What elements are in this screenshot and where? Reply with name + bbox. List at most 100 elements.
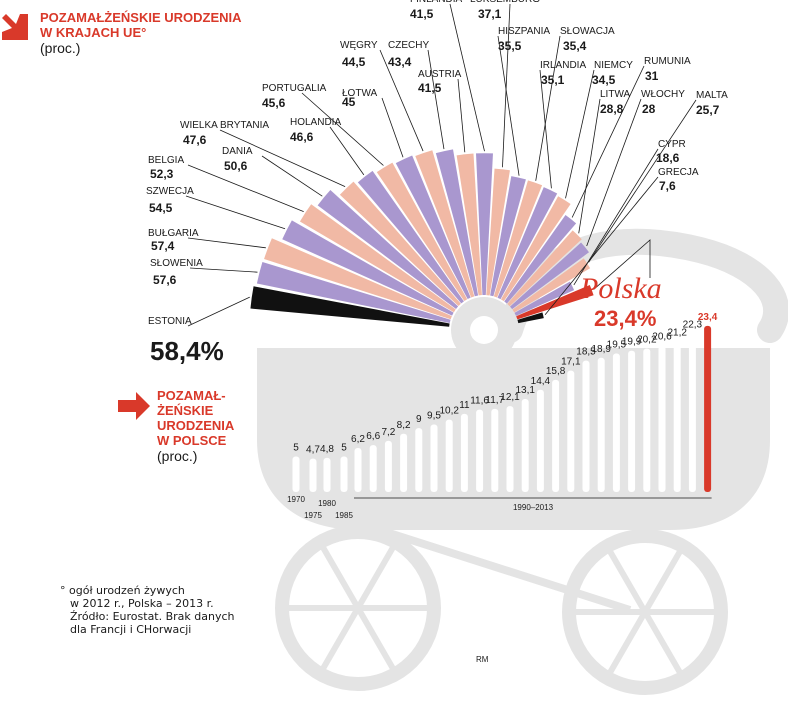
year-value: 6,6 xyxy=(366,431,380,442)
fan-leader-line xyxy=(571,65,645,218)
fan-bar xyxy=(504,215,577,304)
country-label: HISZPANIA xyxy=(498,26,550,37)
fan-leader-line xyxy=(187,237,266,249)
fan-leader-line xyxy=(427,49,445,150)
year-bar xyxy=(491,408,499,492)
carriage-wheel-spoke xyxy=(319,606,361,672)
fan-leader-line xyxy=(588,99,697,263)
year-label: 1980 xyxy=(318,499,336,508)
country-value: 18,6 xyxy=(656,151,680,165)
country-value: 34,5 xyxy=(592,73,616,87)
fan-bar xyxy=(256,261,451,323)
pl-header-line4: W POLSCE xyxy=(157,433,227,448)
fan-leader-line xyxy=(565,69,595,199)
fan-bar xyxy=(357,170,464,304)
fan-leader-line xyxy=(457,78,466,153)
fan-leader-line xyxy=(578,98,601,234)
country-value: 46,6 xyxy=(290,130,314,144)
fan-leader-line xyxy=(502,3,511,168)
year-value: 8,2 xyxy=(397,420,411,431)
fan-bar xyxy=(493,180,543,298)
year-value: 19,9 xyxy=(622,337,642,348)
carriage-wheel-spoke xyxy=(642,610,684,676)
country-label: DANIA xyxy=(222,146,253,157)
fan-bar xyxy=(507,230,582,307)
year-value: 4,7 xyxy=(306,445,320,456)
country-value: 35,4 xyxy=(563,39,587,53)
period-label: 1990–2013 xyxy=(513,503,554,512)
year-bar xyxy=(536,389,544,492)
fan-bar xyxy=(476,153,493,296)
year-bar xyxy=(354,447,362,492)
carriage-wheel xyxy=(562,529,728,695)
country-value: 43,4 xyxy=(388,55,412,69)
fan-leader-line xyxy=(381,97,404,158)
country-value: 35,5 xyxy=(498,39,522,53)
year-value: 20,2 xyxy=(637,335,657,346)
country-value: 58,4% xyxy=(150,336,224,366)
fan-bar xyxy=(264,238,452,320)
fan-leader-line xyxy=(219,129,346,187)
year-bar xyxy=(369,445,377,492)
fan-leader-line xyxy=(586,98,642,247)
arrow-icon xyxy=(118,392,150,420)
country-value: 50,6 xyxy=(224,159,248,173)
country-value: 45,6 xyxy=(262,96,286,110)
country-value: 52,3 xyxy=(150,167,174,181)
fan-bar xyxy=(395,155,471,300)
year-bar xyxy=(521,398,529,492)
country-value: 44,5 xyxy=(342,55,366,69)
fan-bar xyxy=(339,181,461,307)
carriage-wheel-spoke xyxy=(355,544,397,610)
year-bar xyxy=(292,456,300,492)
country-label: MALTA xyxy=(696,90,728,101)
country-value: 41,5 xyxy=(418,81,442,95)
year-bar xyxy=(476,409,484,492)
eu-header-line1: POZAMAŁŻEŃSKIE URODZENIA xyxy=(40,10,242,25)
country-label: NIEMCY xyxy=(594,60,633,71)
fan-bar xyxy=(435,149,479,297)
country-label: SZWECJA xyxy=(146,186,194,197)
author-credit: RM xyxy=(476,655,489,664)
year-bar xyxy=(400,433,408,492)
country-value: 47,6 xyxy=(183,133,207,147)
country-label: SŁOWENIA xyxy=(150,258,203,269)
fan-leader-line xyxy=(329,126,365,176)
year-bar xyxy=(643,348,651,492)
year-value: 5 xyxy=(293,443,299,454)
footnote-line: Źródło: Eurostat. Brak danych xyxy=(70,610,235,623)
year-bar xyxy=(323,457,331,492)
eu-header-unit: (proc.) xyxy=(40,40,81,56)
country-label: SŁOWACJA xyxy=(560,26,615,37)
fan-leader-line xyxy=(261,155,323,197)
year-value: 10,2 xyxy=(439,406,459,417)
year-bar xyxy=(658,345,666,492)
country-label: BUŁGARIA xyxy=(148,228,199,239)
fan-leader-line xyxy=(379,49,424,152)
fan-leader-line xyxy=(187,164,304,213)
year-bar xyxy=(506,406,514,492)
year-label: 1970 xyxy=(287,495,305,504)
year-value: 18,9 xyxy=(591,344,611,355)
footnote-line: dla Francji i CHorwacji xyxy=(70,623,192,636)
year-value: 9,5 xyxy=(427,411,441,422)
carriage-wheel xyxy=(275,525,441,691)
year-value: 5 xyxy=(341,443,347,454)
year-value: 14,4 xyxy=(531,376,551,387)
country-label: GRECJA xyxy=(658,167,699,178)
polska-value: 23,4% xyxy=(594,306,657,331)
country-label: IRLANDIA xyxy=(540,60,586,71)
year-value: 11,7 xyxy=(485,395,504,406)
fan-bar xyxy=(509,242,589,310)
country-value: 41,5 xyxy=(410,7,434,21)
header-arrows xyxy=(2,14,150,420)
country-value: 31 xyxy=(645,69,659,83)
year-bar xyxy=(582,360,590,492)
country-label: WIELKA BRYTANIA xyxy=(180,120,269,131)
year-bar xyxy=(597,357,605,492)
fan-bar xyxy=(512,258,591,313)
country-label: CZECHY xyxy=(388,40,429,51)
pl-header-unit: (proc.) xyxy=(157,448,198,464)
country-label: LITWA xyxy=(600,89,631,100)
